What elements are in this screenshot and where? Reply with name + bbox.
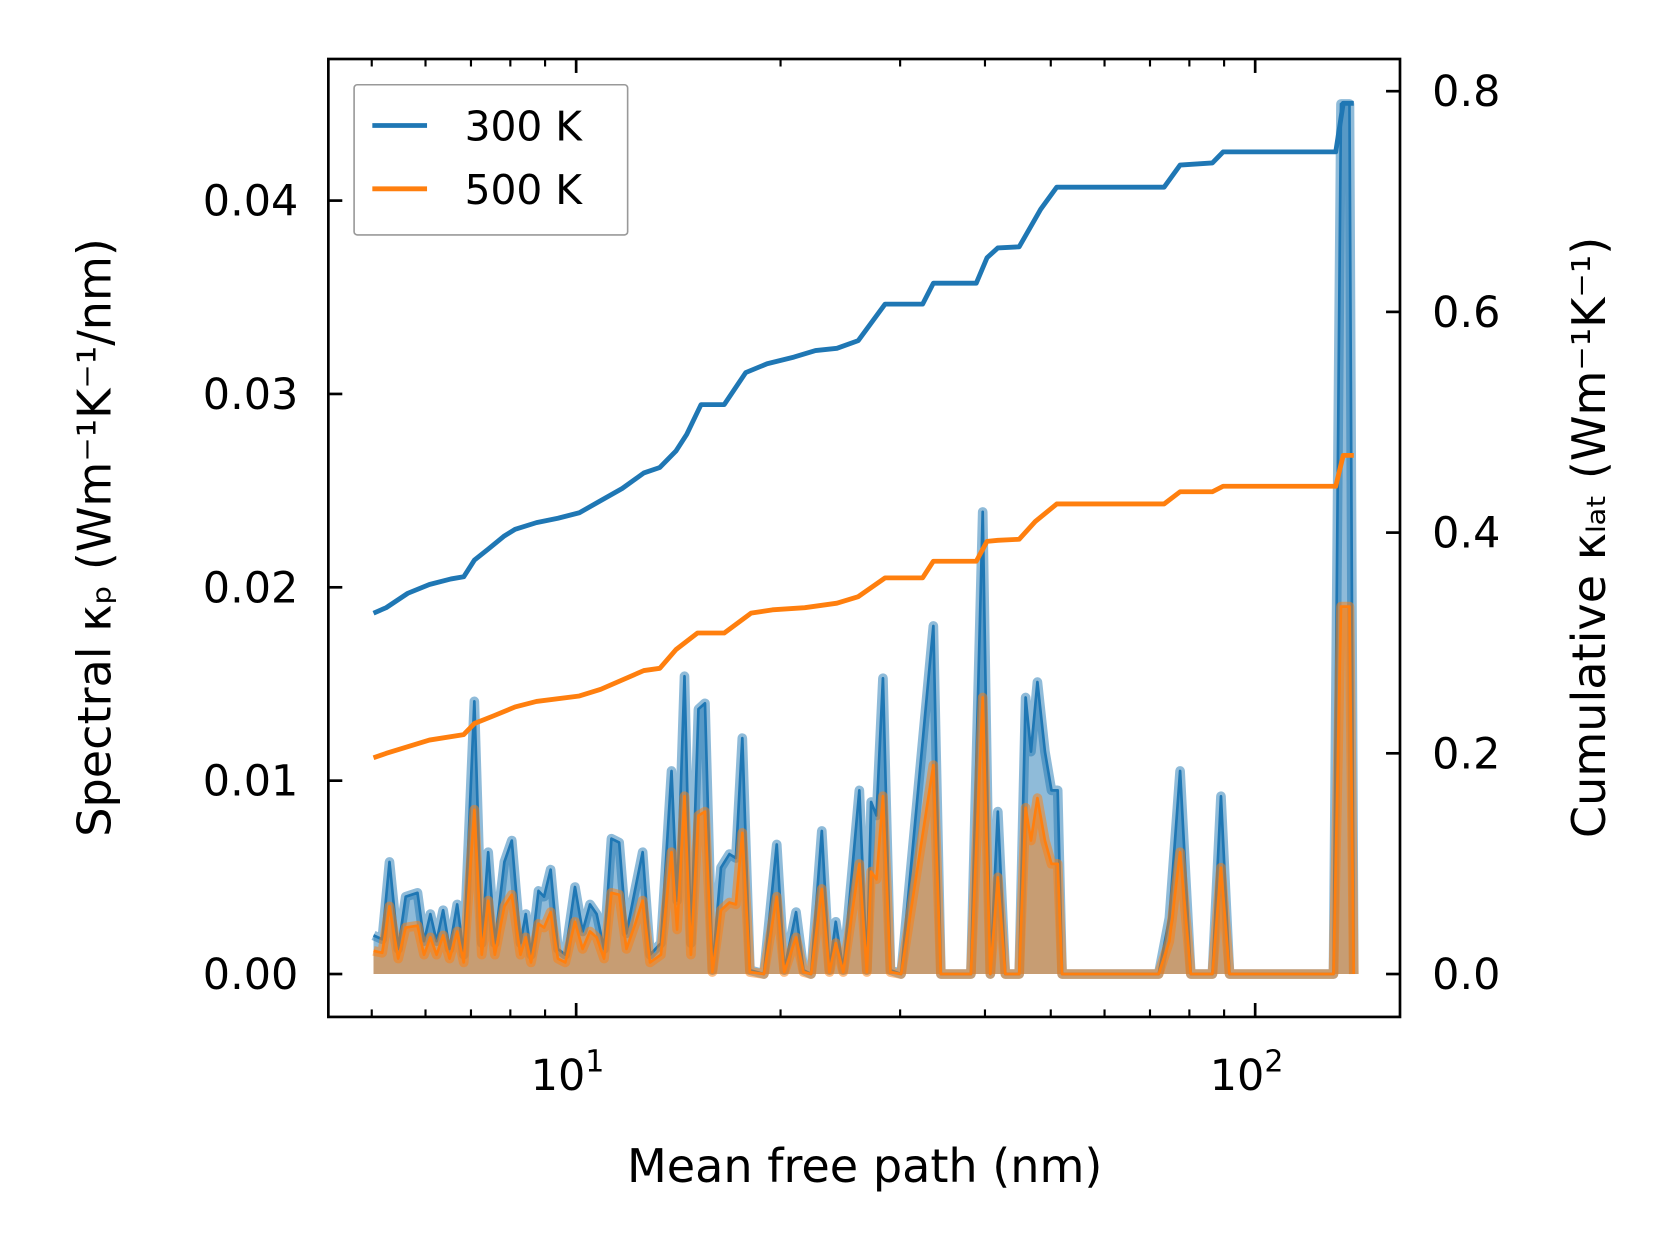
y-left-tick-label: 0.04 [203,177,298,227]
axes: 0.00 0.01 0.02 0.03 0.04 0.0 0.2 0.4 0.6 0.8 101 10… [203,57,1500,1101]
y-right-tick-label: 0.2 [1432,729,1500,779]
y-axis-right-label: Cumulative κₗₐₜ (Wm⁻¹K⁻¹) [1562,237,1616,838]
y-right-tick-label: 0.4 [1432,509,1500,559]
legend-frame [353,83,629,236]
cumulative-line-300k [372,100,1354,616]
x-tick-label: 101 [531,1045,605,1101]
y-left-tick-label: 0.03 [203,370,298,420]
axes-frame [327,57,1402,1019]
y-left-tick-label: 0.00 [203,950,298,1000]
x-axis-label: Mean free path (nm) [627,1139,1102,1193]
legend-label-300k: 300 K [465,103,584,151]
cumulative-line-500k [372,452,1354,761]
y-right-tick-label: 0.6 [1432,288,1500,338]
spectral-line-500k [373,605,1356,976]
x-tick-label: 102 [1210,1045,1284,1101]
y-axis-left-label: Spectral κₚ (Wm⁻¹K⁻¹/nm) [68,238,122,837]
y-right-tick-label: 0.0 [1432,950,1500,1000]
y-right-tick-label: 0.8 [1432,67,1500,117]
plot-marks [371,99,1359,979]
legend: 300 K 500 K [353,83,629,236]
spectral-area-500k [373,606,1354,975]
y-left-tick-label: 0.01 [203,757,298,807]
legend-label-500k: 500 K [465,166,584,214]
y-left-tick-label: 0.02 [203,563,298,613]
